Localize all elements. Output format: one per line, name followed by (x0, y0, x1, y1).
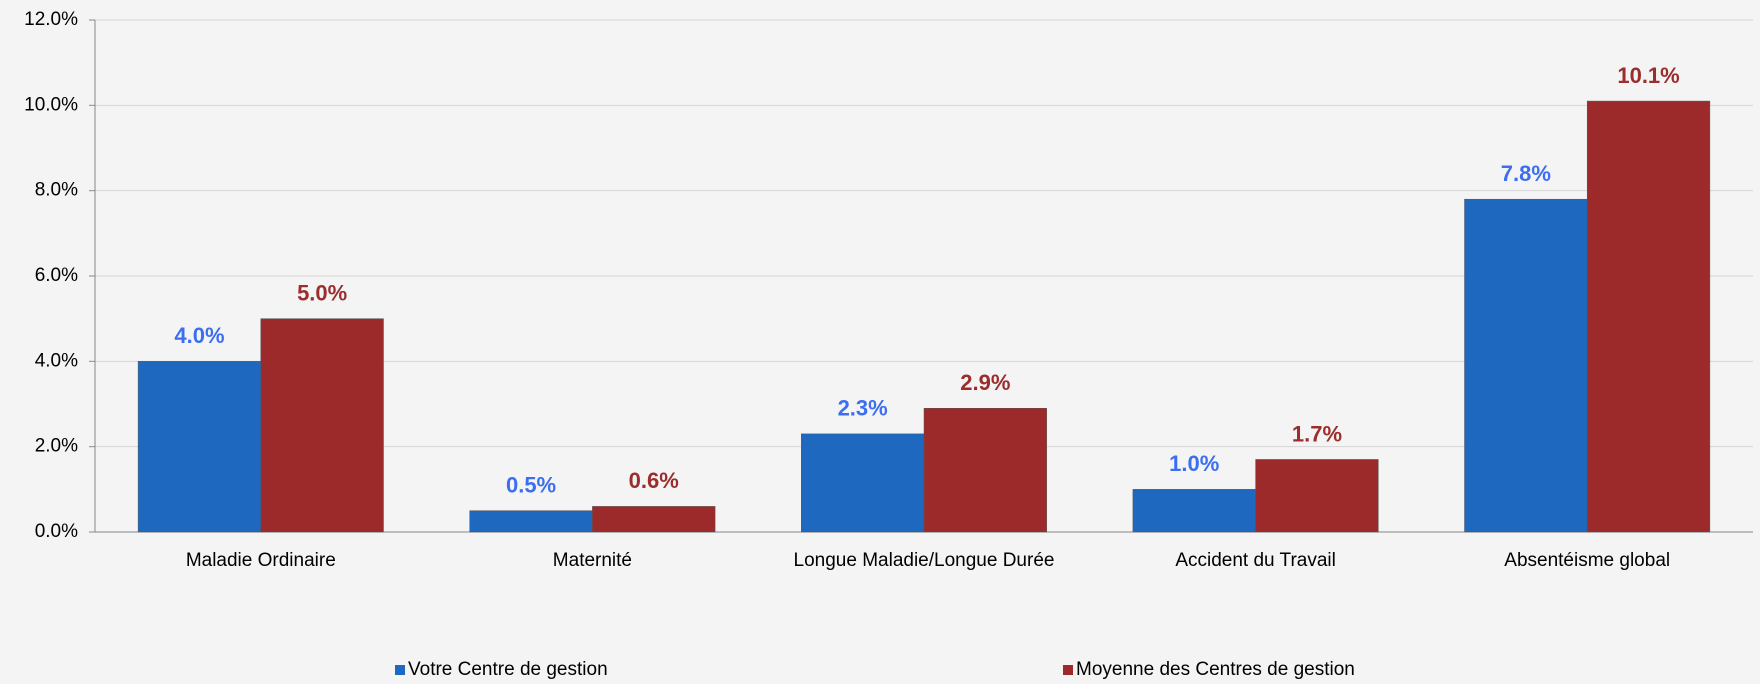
value-label: 2.3% (838, 396, 888, 421)
bar (260, 318, 384, 533)
value-label: 0.6% (629, 468, 679, 493)
legend-swatch (1063, 665, 1073, 675)
y-tick-label: 2.0% (35, 436, 78, 457)
bar (923, 408, 1047, 533)
y-tick-label: 8.0% (35, 180, 78, 201)
bar (1132, 489, 1256, 533)
bar (469, 510, 593, 533)
y-tick-label: 12.0% (24, 9, 78, 30)
y-tick-label: 6.0% (35, 265, 78, 286)
legend-label: Votre Centre de gestion (408, 659, 608, 680)
bar (1464, 198, 1588, 533)
legend-swatch (395, 665, 405, 675)
x-tick-label: Absentéisme global (1504, 550, 1670, 571)
x-tick-label: Accident du Travail (1175, 550, 1336, 571)
y-tick-label: 10.0% (24, 94, 78, 115)
value-label: 5.0% (297, 280, 347, 305)
value-label: 7.8% (1501, 161, 1551, 186)
value-label: 1.0% (1169, 451, 1219, 476)
bar (137, 361, 262, 533)
value-label: 4.0% (174, 323, 224, 348)
value-label: 10.1% (1617, 63, 1679, 88)
x-tick-label: Maladie Ordinaire (186, 550, 336, 571)
bar (801, 433, 925, 533)
x-tick-label: Longue Maladie/Longue Durée (794, 550, 1055, 571)
value-label: 2.9% (960, 370, 1010, 395)
legend-label: Moyenne des Centres de gestion (1076, 659, 1355, 680)
bar (1255, 459, 1379, 533)
x-tick-label: Maternité (553, 550, 632, 571)
y-tick-label: 0.0% (35, 521, 78, 542)
bar (592, 506, 716, 533)
value-label: 1.7% (1292, 421, 1342, 446)
y-tick-label: 4.0% (35, 350, 78, 371)
bar (1586, 100, 1711, 533)
value-label: 0.5% (506, 472, 556, 497)
